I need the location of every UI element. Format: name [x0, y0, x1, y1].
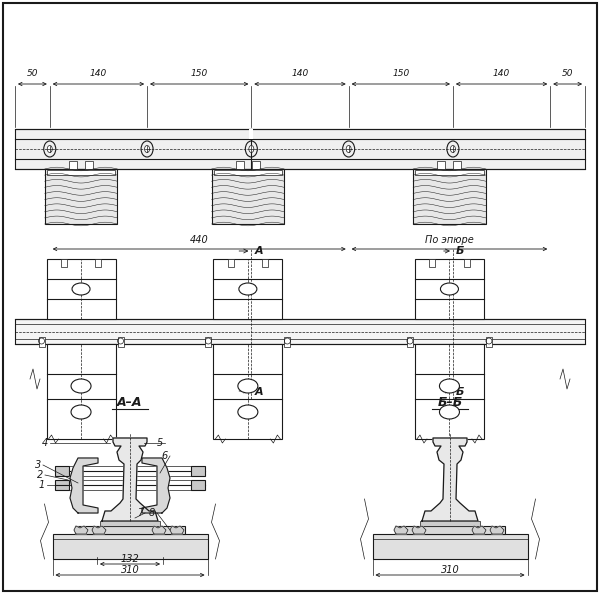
Bar [212, 169, 284, 224]
Bar [415, 344, 484, 439]
Bar [214, 259, 283, 319]
Text: 140: 140 [493, 69, 510, 78]
Bar [420, 521, 480, 526]
Ellipse shape [238, 379, 258, 393]
Bar [191, 480, 205, 490]
Bar [250, 129, 253, 139]
Text: Б: Б [456, 246, 464, 256]
Polygon shape [142, 458, 170, 513]
Bar [53, 534, 208, 559]
Bar [429, 259, 435, 267]
Bar [47, 344, 116, 439]
Bar [214, 170, 282, 175]
Ellipse shape [72, 283, 90, 295]
Bar [437, 161, 445, 169]
Ellipse shape [71, 405, 91, 419]
Bar [415, 170, 484, 175]
Text: 150: 150 [191, 69, 208, 78]
Text: 4: 4 [42, 438, 48, 448]
Text: 2: 2 [37, 470, 43, 480]
Bar [464, 259, 470, 267]
Ellipse shape [451, 146, 455, 153]
Text: 150: 150 [392, 69, 409, 78]
Bar [47, 259, 116, 319]
Bar [205, 337, 211, 347]
Bar [61, 259, 67, 267]
Bar [118, 337, 124, 347]
Ellipse shape [47, 146, 52, 153]
Polygon shape [422, 438, 478, 521]
Text: 310: 310 [121, 565, 139, 575]
Polygon shape [472, 526, 486, 534]
Bar [75, 526, 185, 534]
Polygon shape [74, 526, 88, 534]
Bar [55, 466, 69, 476]
Text: 50: 50 [26, 69, 38, 78]
Polygon shape [70, 458, 98, 513]
Ellipse shape [346, 146, 351, 153]
Polygon shape [412, 526, 426, 534]
Bar [191, 466, 205, 476]
Bar [45, 169, 118, 224]
Bar [100, 521, 160, 526]
Ellipse shape [440, 283, 458, 295]
Bar [69, 161, 77, 169]
Polygon shape [102, 438, 158, 521]
Ellipse shape [238, 405, 258, 419]
Bar [413, 169, 486, 224]
Bar [486, 337, 492, 347]
Text: 8: 8 [149, 508, 155, 518]
Text: 310: 310 [440, 565, 460, 575]
Bar [38, 337, 44, 347]
Polygon shape [152, 526, 166, 534]
Bar [95, 259, 101, 267]
Bar [55, 480, 69, 490]
Text: А: А [254, 246, 263, 256]
Bar [85, 161, 93, 169]
Polygon shape [92, 526, 106, 534]
Bar [395, 526, 505, 534]
Text: 50: 50 [562, 69, 574, 78]
Bar [407, 337, 413, 347]
Bar [15, 129, 585, 169]
Polygon shape [170, 526, 184, 534]
Text: 132: 132 [121, 554, 139, 564]
Ellipse shape [239, 283, 257, 295]
Polygon shape [490, 526, 504, 534]
Polygon shape [394, 526, 408, 534]
Ellipse shape [439, 405, 460, 419]
Bar [15, 319, 585, 344]
Bar [415, 259, 484, 319]
Ellipse shape [71, 379, 91, 393]
Text: 140: 140 [90, 69, 107, 78]
Bar [236, 161, 244, 169]
Bar [284, 337, 290, 347]
Bar [47, 170, 115, 175]
Text: 3: 3 [35, 460, 41, 470]
Bar [373, 534, 527, 559]
Text: А: А [254, 387, 263, 397]
Text: По эпюре: По эпюре [425, 235, 474, 245]
Bar [262, 259, 268, 267]
Text: 140: 140 [292, 69, 308, 78]
Ellipse shape [439, 379, 460, 393]
Bar [214, 344, 283, 439]
Text: 5: 5 [157, 438, 163, 448]
Text: 440: 440 [190, 235, 209, 245]
Bar [454, 161, 461, 169]
Ellipse shape [145, 146, 149, 153]
Ellipse shape [249, 146, 254, 153]
Text: 7: 7 [137, 508, 143, 518]
Bar [252, 161, 260, 169]
Text: А–А: А–А [117, 396, 143, 409]
Text: Б: Б [456, 387, 464, 397]
Text: 6: 6 [162, 451, 168, 461]
Bar [227, 259, 233, 267]
Text: Б–Б: Б–Б [437, 396, 463, 409]
Text: 1: 1 [39, 480, 45, 490]
